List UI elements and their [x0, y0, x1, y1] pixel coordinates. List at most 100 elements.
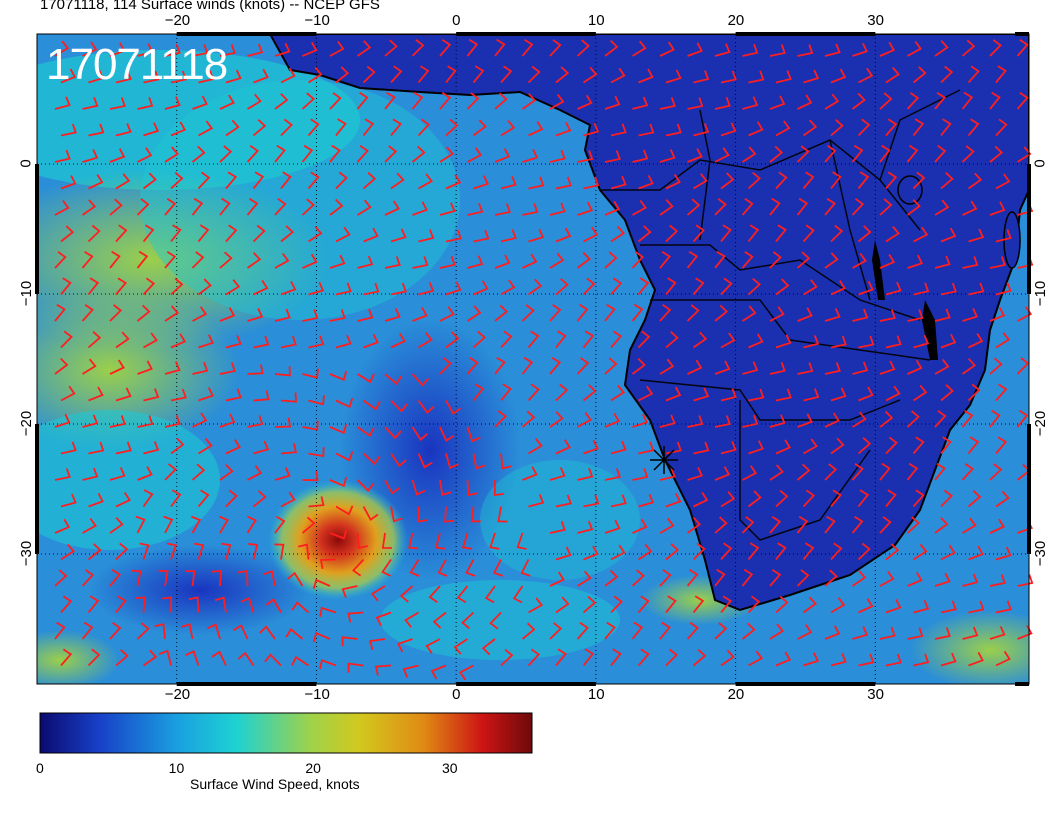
wind-barb — [967, 65, 980, 84]
wind-barb — [577, 467, 594, 481]
wind-barb — [665, 331, 679, 349]
wind-barb — [797, 307, 813, 322]
wind-barb — [638, 543, 653, 561]
wind-barb — [521, 304, 535, 322]
wind-barb — [659, 517, 675, 534]
wind-barb — [775, 388, 792, 402]
wind-barb — [225, 224, 238, 243]
wind-barb — [412, 201, 428, 216]
wind-barb — [934, 516, 949, 534]
wind-barb — [527, 648, 541, 667]
wind-barb — [363, 333, 379, 349]
wind-barb — [906, 462, 919, 481]
wind-barb — [308, 447, 325, 458]
wind-barb — [796, 515, 809, 534]
wind-barb — [445, 400, 462, 415]
wind-barb — [280, 225, 295, 243]
wind-barb — [741, 516, 755, 534]
wind-barb — [961, 39, 976, 57]
wind-barb — [60, 648, 73, 667]
wind-barb — [381, 558, 392, 577]
wind-barb — [500, 229, 517, 243]
wind-barb — [748, 440, 764, 455]
wind-barb — [192, 412, 208, 428]
wind-barb — [989, 145, 1004, 163]
wind-barb — [500, 648, 514, 667]
wind-barb — [714, 568, 726, 587]
wind-barb — [604, 39, 619, 57]
wind-barb — [528, 121, 544, 137]
wind-barb — [555, 121, 572, 137]
wind-barb — [329, 423, 348, 435]
wind-barb — [824, 463, 838, 481]
wind-barb — [577, 570, 592, 587]
wind-barb — [769, 568, 782, 587]
wind-barb — [139, 542, 150, 560]
wind-barb — [191, 463, 206, 481]
wind-barb — [458, 664, 474, 681]
wind-barb — [720, 277, 733, 296]
wind-barb — [158, 649, 172, 666]
wind-barb — [362, 506, 379, 522]
wind-barb — [185, 650, 200, 666]
wind-barb — [246, 515, 257, 534]
wind-barb — [384, 145, 398, 163]
wind-barb — [962, 626, 979, 640]
wind-barb — [830, 387, 847, 402]
wind-barb — [115, 595, 127, 614]
wind-barb — [555, 278, 569, 296]
wind-barb — [632, 518, 648, 534]
wind-barb — [610, 277, 623, 296]
wind-barb — [494, 92, 508, 110]
wind-barb — [940, 544, 956, 561]
wind-barb — [356, 144, 369, 163]
wind-barb — [115, 387, 132, 402]
wind-barb — [143, 388, 160, 402]
wind-barb — [467, 305, 482, 322]
wind-barb — [693, 387, 710, 402]
wind-barb — [912, 118, 925, 137]
wind-barb — [852, 626, 869, 640]
colorbar-tick-label: 10 — [168, 760, 185, 776]
wind-barb — [912, 436, 925, 455]
wind-barb — [247, 93, 262, 110]
wind-barb — [472, 383, 485, 402]
lake-malawi — [922, 300, 938, 360]
wind-barb — [775, 224, 787, 243]
wind-barb — [995, 383, 1008, 402]
wind-barb — [472, 453, 486, 470]
wind-barb — [264, 653, 282, 667]
wind-barb — [368, 638, 386, 650]
wind-barb — [748, 70, 765, 84]
wind-barb — [219, 413, 236, 428]
wind-barb — [665, 648, 678, 667]
wind-barb — [219, 197, 231, 216]
wind-barb — [381, 532, 392, 549]
wind-barb — [824, 569, 838, 587]
wind-barb — [995, 65, 1007, 84]
wind-barb — [81, 569, 95, 587]
wind-barb — [247, 364, 264, 375]
wind-barb — [384, 373, 403, 386]
wind-barb — [576, 621, 589, 640]
wind-barb — [686, 250, 699, 269]
wind-barb — [577, 520, 594, 534]
wind-barb — [219, 362, 236, 375]
wind-barb — [411, 479, 426, 496]
wind-barb — [934, 627, 951, 640]
wind-barb — [197, 489, 210, 508]
wind-barb — [631, 569, 645, 587]
frame-tick-bar — [176, 32, 317, 36]
wind-barb — [638, 493, 655, 508]
wind-barb — [720, 388, 737, 402]
wind-barb — [274, 366, 291, 377]
wind-barb — [520, 559, 531, 577]
wind-barb — [934, 358, 950, 375]
wind-barb — [191, 251, 205, 269]
wind-barb — [989, 201, 1006, 216]
wind-barb — [665, 69, 682, 84]
wind-barb — [466, 38, 479, 57]
wind-barb — [397, 638, 413, 653]
wind-barb — [219, 464, 234, 481]
wind-barb — [197, 278, 212, 296]
